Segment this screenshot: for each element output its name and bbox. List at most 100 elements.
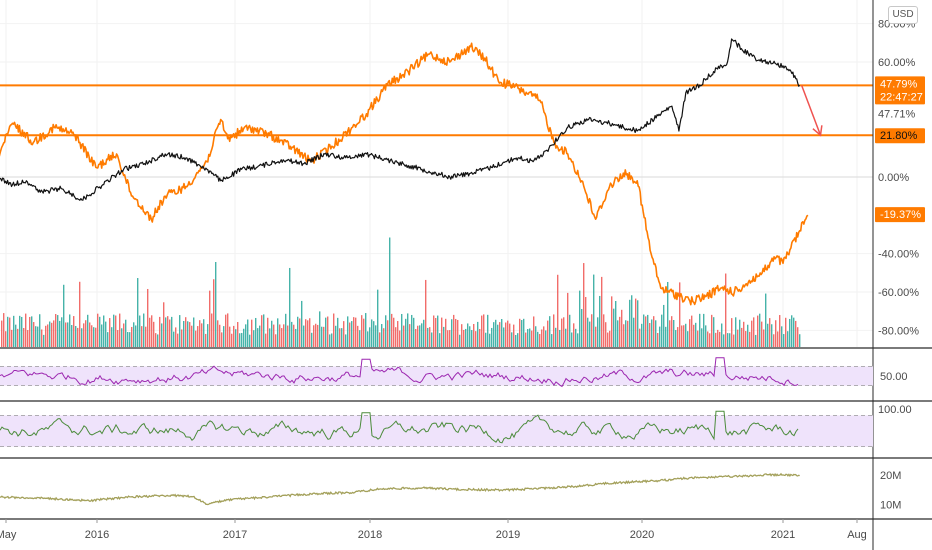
- volume-bar: [135, 325, 137, 347]
- volume-bar: [421, 323, 423, 347]
- volume-bar: [271, 320, 273, 347]
- volume-bar: [401, 313, 403, 347]
- volume-bar: [481, 315, 483, 347]
- forecast-arrow[interactable]: [800, 85, 823, 137]
- volume-bar: [219, 324, 221, 347]
- volume-bar: [715, 332, 717, 347]
- volume-bar: [595, 326, 597, 347]
- volume-bar: [659, 326, 661, 347]
- volume-bar: [5, 331, 7, 347]
- volume-bar: [535, 326, 537, 347]
- volume-bar: [247, 319, 249, 347]
- horizontal-lines[interactable]: [0, 84, 873, 178]
- volume-bar: [59, 320, 61, 347]
- volume-bar: [675, 330, 677, 347]
- volume-bar: [69, 314, 71, 347]
- volume-bar: [279, 324, 281, 347]
- volume-bar: [131, 326, 133, 347]
- volume-bar: [567, 292, 569, 347]
- volume-bar: [777, 331, 779, 347]
- volume-bar: [53, 320, 55, 347]
- volume-bar: [661, 314, 663, 347]
- volume-bar: [531, 330, 533, 347]
- volume-bar: [469, 326, 471, 347]
- volume-bar: [679, 282, 681, 347]
- volume-bar: [51, 322, 53, 347]
- volume-bar: [207, 324, 209, 347]
- volume-bar: [189, 322, 191, 347]
- volume-bar: [579, 290, 581, 347]
- volume-bar: [519, 318, 521, 347]
- volume-bar: [13, 315, 15, 347]
- volume-bar: [643, 314, 645, 347]
- volume-bar: [629, 299, 631, 347]
- volume-average-tick-label: 20M: [880, 470, 901, 482]
- volume-bar: [533, 316, 535, 347]
- volume-bar: [375, 325, 377, 347]
- volume-bar: [485, 332, 487, 347]
- volume-bar: [497, 324, 499, 347]
- volume-bar: [143, 313, 145, 347]
- volume-bar: [241, 332, 243, 347]
- volume-bar: [195, 330, 197, 347]
- time-tick-label: 2020: [630, 529, 654, 541]
- volume-bar: [571, 332, 573, 347]
- volume-bar: [731, 318, 733, 347]
- currency-badge[interactable]: USD: [888, 6, 918, 24]
- volume-bar: [339, 328, 341, 347]
- volume-bar: [689, 319, 691, 347]
- volume-bar: [687, 331, 689, 347]
- volume-bar: [133, 322, 135, 347]
- volume-bar: [257, 328, 259, 347]
- volume-bar: [439, 333, 441, 347]
- volume-bar: [267, 317, 269, 347]
- volume-bar: [183, 320, 185, 347]
- oscillator-2-tick-label: 100.00: [878, 404, 912, 416]
- volume-bar: [479, 328, 481, 347]
- volume-bar: [389, 237, 391, 347]
- main-price-pane[interactable]: [0, 0, 873, 347]
- price-tag-label: 22:47:27: [880, 91, 923, 103]
- volume-bar: [111, 327, 113, 347]
- volume-bar: [73, 316, 75, 347]
- volume-bar: [657, 332, 659, 347]
- volume-bar: [83, 323, 85, 347]
- volume-bar: [655, 320, 657, 347]
- volume-bar: [541, 329, 543, 347]
- time-axis[interactable]: May 2016 2017 2018 2019 2020 2021 Aug: [0, 519, 867, 541]
- volume-bar: [281, 328, 283, 347]
- volume-bar: [269, 328, 271, 347]
- volume-bar: [405, 318, 407, 347]
- volume-bar: [625, 320, 627, 347]
- volume-bar: [153, 321, 155, 347]
- volume-bar: [37, 326, 39, 347]
- price-note-label: 47.71%: [878, 109, 916, 121]
- volume-bar: [27, 330, 29, 347]
- volume-bar: [157, 334, 159, 347]
- volume-bar: [789, 318, 791, 347]
- volume-bar: [125, 319, 127, 347]
- volume-bar: [523, 318, 525, 347]
- black-series-line: [0, 38, 801, 201]
- volume-bar: [65, 322, 67, 347]
- volume-bar: [775, 320, 777, 347]
- volume-bar: [357, 325, 359, 347]
- volume-bar: [555, 327, 557, 347]
- volume-bar: [457, 319, 459, 347]
- volume-bar: [685, 323, 687, 347]
- volume-bar: [225, 314, 227, 347]
- price-tag-box: [875, 76, 925, 105]
- volume-bar: [345, 334, 347, 347]
- volume-bar: [301, 300, 303, 347]
- volume-bar: [717, 329, 719, 347]
- volume-bar: [55, 314, 57, 347]
- volume-bar: [85, 320, 87, 347]
- volume-bar: [351, 321, 353, 347]
- price-axis[interactable]: 80.00%60.00%0.00%-40.00%-60.00%-80.00%47…: [875, 19, 925, 512]
- volume-bar: [647, 314, 649, 347]
- volume-bar: [765, 293, 767, 347]
- volume-bar: [589, 321, 591, 347]
- volume-bar: [297, 316, 299, 347]
